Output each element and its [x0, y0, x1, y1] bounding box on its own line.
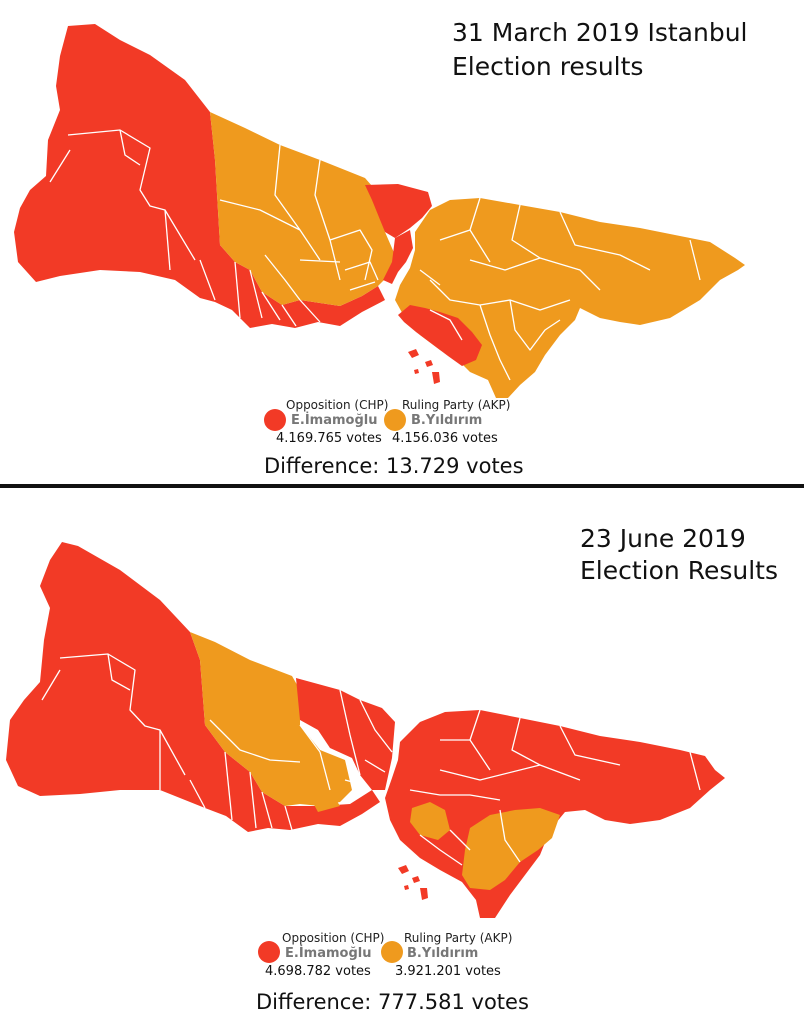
- ruling-party-label: Ruling Party (AKP): [404, 931, 513, 945]
- europe-side: [14, 24, 385, 328]
- opposition-dot-icon: [258, 941, 280, 963]
- asia-side: [395, 198, 745, 398]
- map-title-line2: Election Results: [580, 556, 778, 585]
- islands: [408, 349, 440, 384]
- bosphorus-europe-chp: [383, 230, 413, 284]
- ruling-dot-icon: [384, 409, 406, 431]
- europe-akp-area: [190, 632, 352, 806]
- ruling-votes: 4.156.036 votes: [392, 431, 498, 446]
- opposition-votes: 4.698.782 votes: [265, 964, 371, 979]
- map-panel-june: 23 June 2019 Election Results Opposition…: [0, 490, 804, 1024]
- map-title-line1: 31 March 2019 Istanbul: [452, 18, 748, 47]
- asia-coast-chp: [398, 305, 482, 366]
- map-panel-march: 31 March 2019 Istanbul Election results …: [0, 0, 804, 485]
- ruling-dot-icon: [381, 941, 403, 963]
- opposition-party-label: Opposition (CHP): [282, 931, 385, 945]
- istanbul-map-march: [14, 24, 745, 398]
- opposition-candidate: E.İmamoğlu: [285, 946, 372, 961]
- opposition-candidate: E.İmamoğlu: [291, 413, 378, 428]
- ruling-candidate: B.Yıldırım: [407, 946, 479, 961]
- europe-akp-area: [210, 112, 395, 306]
- islands: [398, 865, 428, 900]
- opposition-dot-icon: [264, 409, 286, 431]
- panel-divider: [0, 484, 804, 488]
- difference-label: Difference: 777.581 votes: [256, 990, 529, 1014]
- asia-akp-1: [410, 802, 450, 840]
- europe-side: [6, 542, 380, 832]
- europe-inner-akp-2: [306, 790, 340, 812]
- difference-label: Difference: 13.729 votes: [264, 454, 524, 478]
- opposition-party-label: Opposition (CHP): [286, 398, 389, 412]
- istanbul-map-june: [6, 542, 725, 918]
- map-title-line2: Election results: [452, 52, 644, 81]
- opposition-votes: 4.169.765 votes: [276, 431, 382, 446]
- sariyer-chp: [365, 184, 432, 238]
- ruling-candidate: B.Yıldırım: [411, 413, 483, 428]
- ruling-party-label: Ruling Party (AKP): [402, 398, 511, 412]
- europe-inner-chp: [296, 678, 395, 790]
- ruling-votes: 3.921.201 votes: [395, 964, 501, 979]
- map-title-line1: 23 June 2019: [580, 524, 746, 553]
